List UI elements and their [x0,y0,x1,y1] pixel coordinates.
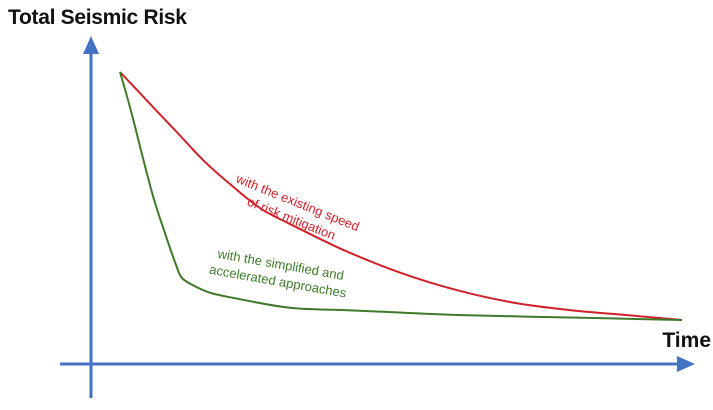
x-axis-arrowhead [677,356,695,372]
x-axis-label: Time [662,329,711,352]
y-axis-label: Total Seismic Risk [8,6,187,29]
y-axis-arrowhead [83,36,99,54]
series-line-accelerated [119,71,683,321]
series-line-existing-speed [119,71,683,321]
axes [60,36,695,398]
series-layer [119,71,683,321]
